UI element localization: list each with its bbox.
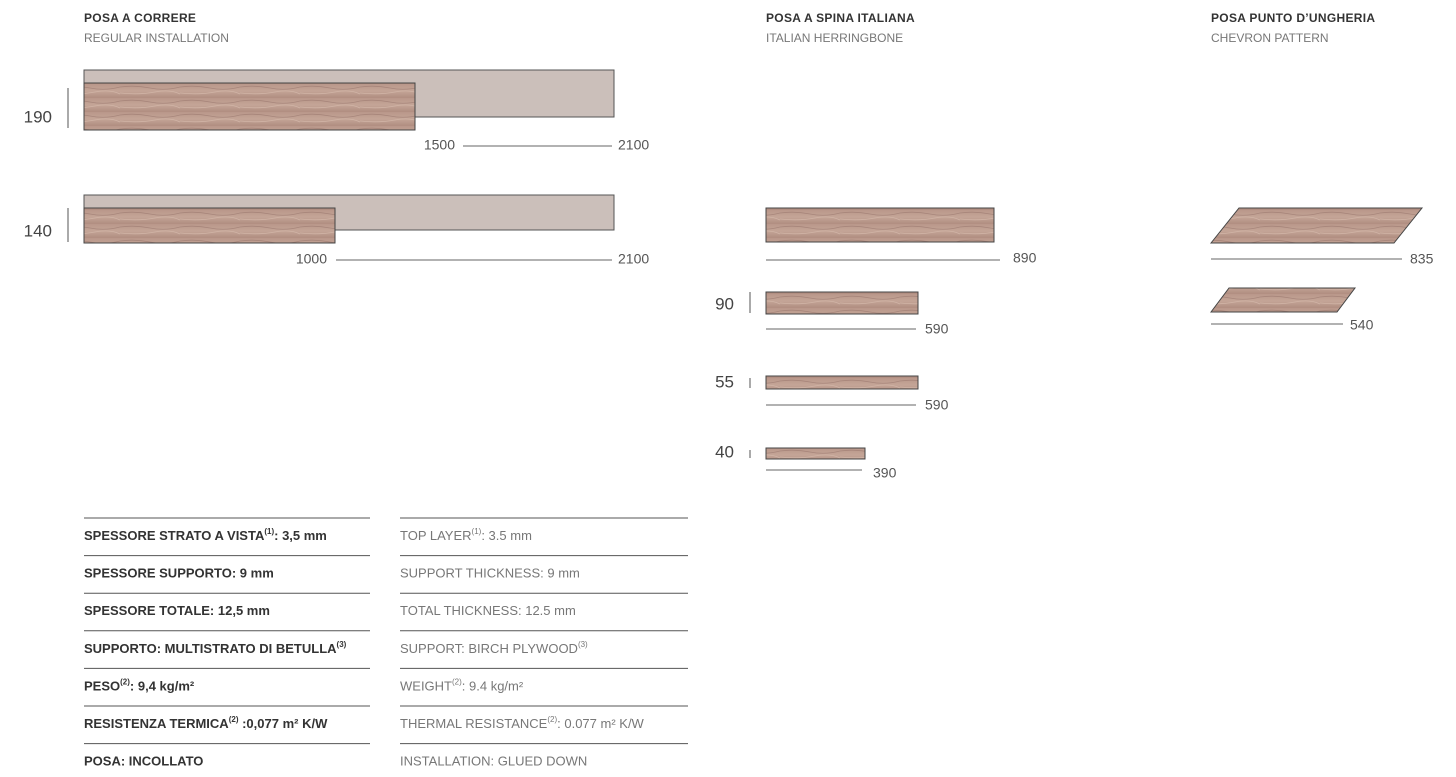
plank-length: 835 — [1410, 251, 1434, 267]
plank-min — [83, 82, 416, 131]
spec-text: PESO — [84, 679, 120, 694]
spec-text: SPESSORE STRATO A VISTA — [84, 528, 265, 543]
spec-cell: SUPPORT THICKNESS: 9 mm — [400, 566, 580, 581]
spec-text: TOP LAYER — [400, 528, 472, 543]
plank — [765, 291, 919, 315]
length-max: 2100 — [618, 251, 649, 267]
spec-text: INSTALLATION: GLUED DOWN — [400, 754, 587, 769]
spec-cell: PESO(2): 9,4 kg/m² — [84, 678, 195, 694]
plank — [765, 375, 919, 390]
spec-text: SUPPORT: BIRCH PLYWOOD — [400, 641, 578, 656]
spec-rest: : 9.4 kg/m² — [462, 679, 524, 694]
section-title: POSA A SPINA ITALIANA — [766, 11, 915, 25]
plank-width: 40 — [715, 442, 734, 461]
spec-sup: (2) — [120, 678, 130, 687]
plank-length: 540 — [1350, 317, 1374, 333]
spec-rest: : 9,4 kg/m² — [130, 679, 195, 694]
spec-text: SPESSORE SUPPORTO: 9 mm — [84, 566, 274, 581]
length-min: 1000 — [296, 251, 327, 267]
plank-length: 390 — [873, 465, 897, 481]
spec-cell: SPESSORE STRATO A VISTA(1): 3,5 mm — [84, 527, 327, 543]
plank-length: 890 — [1013, 250, 1037, 266]
spec-text: SPESSORE TOTALE: 12,5 mm — [84, 604, 270, 619]
spec-sup: (1) — [264, 527, 274, 536]
spec-cell: INSTALLATION: GLUED DOWN — [400, 754, 587, 769]
plank-length: 590 — [925, 321, 949, 337]
plank-width: 140 — [24, 221, 52, 240]
spec-cell: SPESSORE TOTALE: 12,5 mm — [84, 604, 270, 619]
spec-text: TOTAL THICKNESS: 12.5 mm — [400, 604, 576, 619]
spec-cell: TOTAL THICKNESS: 12.5 mm — [400, 604, 576, 619]
spec-sup: (2) — [452, 678, 462, 687]
section-title: POSA A CORRERE — [84, 11, 196, 25]
section-subtitle: REGULAR INSTALLATION — [84, 31, 229, 45]
plank — [1210, 287, 1356, 313]
plank-width: 55 — [715, 372, 734, 391]
spec-rest: : 3,5 mm — [274, 528, 327, 543]
spec-sup: (2) — [547, 715, 557, 724]
spec-text: POSA: INCOLLATO — [84, 754, 203, 769]
spec-cell: SPESSORE SUPPORTO: 9 mm — [84, 566, 274, 581]
spec-cell: RESISTENZA TERMICA(2) :0,077 m² K/W — [84, 715, 328, 731]
spec-text: WEIGHT — [400, 679, 452, 694]
spec-sup: (3) — [578, 640, 588, 649]
spec-cell: SUPPORTO: MULTISTRATO DI BETULLA(3) — [84, 640, 347, 656]
plank — [765, 447, 866, 460]
spec-text: RESISTENZA TERMICA — [84, 716, 229, 731]
plank-width: 90 — [715, 294, 734, 313]
plank-min — [83, 207, 336, 244]
spec-rest: : 0.077 m² K/W — [557, 716, 644, 731]
length-min: 1500 — [424, 137, 455, 153]
spec-text: THERMAL RESISTANCE — [400, 716, 548, 731]
spec-cell: SUPPORT: BIRCH PLYWOOD(3) — [400, 640, 588, 656]
spec-rest: : 3.5 mm — [481, 528, 532, 543]
spec-table: SPESSORE STRATO A VISTA(1): 3,5 mm TOP LA… — [84, 517, 688, 769]
spec-sup: (1) — [472, 527, 482, 536]
plank-width: 190 — [24, 107, 52, 126]
plank-length: 590 — [925, 397, 949, 413]
spec-rest: :0,077 m² K/W — [238, 716, 328, 731]
spec-cell: THERMAL RESISTANCE(2): 0.077 m² K/W — [400, 715, 645, 731]
spec-text: SUPPORT THICKNESS: 9 mm — [400, 566, 580, 581]
spec-cell: TOP LAYER(1): 3.5 mm — [400, 527, 532, 543]
plank — [765, 207, 995, 243]
spec-cell: WEIGHT(2): 9.4 kg/m² — [400, 678, 524, 694]
section-title: POSA PUNTO D’UNGHERIA — [1211, 11, 1375, 25]
spec-sup: (2) — [229, 715, 239, 724]
spec-text: SUPPORTO: MULTISTRATO DI BETULLA — [84, 641, 337, 656]
section-subtitle: CHEVRON PATTERN — [1211, 31, 1329, 45]
plank — [1209, 207, 1424, 244]
spec-cell: POSA: INCOLLATO — [84, 754, 203, 769]
length-max: 2100 — [618, 137, 649, 153]
section-subtitle: ITALIAN HERRINGBONE — [766, 31, 903, 45]
spec-sup: (3) — [337, 640, 347, 649]
